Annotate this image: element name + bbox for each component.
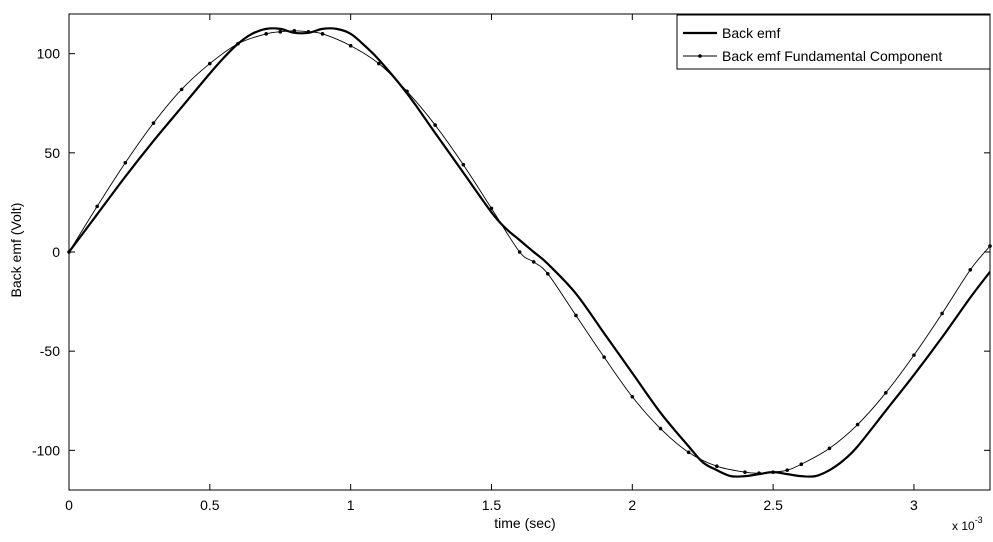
- fundamental-point: [306, 30, 311, 34]
- fundamental-point: [278, 30, 283, 34]
- series-line-back-emf: [69, 27, 990, 478]
- axes: 0 0.5 1 1.5 2 2.5 3 -100 -50 0 50 100: [32, 13, 991, 513]
- fundamental-point: [827, 446, 832, 451]
- x-tick-label: 2: [628, 497, 636, 513]
- fundamental-point: [531, 260, 536, 264]
- fundamental-point: [968, 268, 973, 272]
- y-axis-label: Back emf (Volt): [8, 203, 24, 298]
- fundamental-point: [799, 462, 804, 467]
- fundamental-point: [602, 355, 606, 359]
- y-tick-label: 0: [52, 244, 60, 260]
- plot-area: [67, 27, 992, 478]
- fundamental-point: [433, 123, 437, 127]
- fundamental-point: [912, 353, 916, 357]
- x-multiplier-base: x 10: [952, 519, 975, 533]
- fundamental-point: [489, 206, 494, 211]
- x-tick-label: 0.5: [200, 497, 220, 513]
- fundamental-point: [658, 426, 663, 431]
- fundamental-point: [320, 32, 325, 36]
- y-tick-label: -50: [40, 343, 60, 359]
- fundamental-point: [855, 422, 860, 427]
- legend-label-fundamental: Back emf Fundamental Component: [722, 48, 942, 64]
- fundamental-point: [95, 204, 99, 209]
- x-tick-label: 3: [910, 497, 918, 513]
- fundamental-point: [151, 121, 156, 125]
- fundamental-point: [630, 394, 635, 399]
- fundamental-point: [179, 87, 184, 92]
- x-axis-label: time (sec): [494, 515, 555, 531]
- fundamental-point: [714, 464, 719, 469]
- fundamental-point: [236, 41, 240, 46]
- legend-marker-fundamental: [698, 54, 702, 58]
- fundamental-point: [123, 160, 128, 165]
- fundamental-point: [264, 32, 268, 36]
- fundamental-point: [405, 89, 409, 94]
- fundamental-point: [757, 471, 761, 475]
- fundamental-point: [785, 468, 790, 472]
- y-tick-label: 50: [44, 145, 60, 161]
- fundamental-point: [348, 43, 353, 48]
- fundamental-point: [377, 61, 381, 66]
- x-tick-label: 2.5: [763, 497, 783, 513]
- fundamental-point: [686, 450, 691, 455]
- y-tick-label: 100: [37, 46, 61, 62]
- x-tick-label: 0: [65, 497, 73, 513]
- x-tick-label: 1.5: [482, 497, 502, 513]
- fundamental-point: [743, 470, 747, 474]
- x-tick-label: 1: [347, 497, 355, 513]
- fundamental-point: [292, 29, 297, 33]
- fundamental-point: [517, 250, 522, 254]
- y-tick-label: -100: [32, 442, 60, 458]
- x-axis-multiplier: x 10-3: [952, 515, 983, 533]
- fundamental-point: [940, 311, 944, 316]
- fundamental-point: [574, 313, 578, 318]
- fundamental-point: [208, 61, 212, 66]
- fundamental-point: [883, 391, 888, 395]
- legend: Back emf Back emf Fundamental Component: [676, 14, 991, 70]
- fundamental-point: [461, 162, 466, 167]
- legend-box: [676, 14, 991, 70]
- x-multiplier-exponent: -3: [975, 515, 983, 525]
- legend-label-back-emf: Back emf: [722, 25, 780, 41]
- fundamental-point: [546, 272, 550, 276]
- fundamental-point: [771, 470, 775, 474]
